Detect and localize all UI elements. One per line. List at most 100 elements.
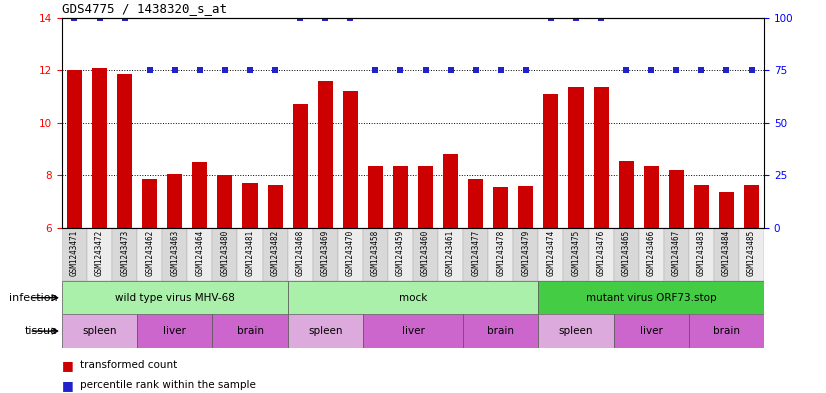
- Text: brain: brain: [713, 326, 740, 336]
- Text: GSM1243460: GSM1243460: [421, 230, 430, 276]
- Text: GSM1243466: GSM1243466: [647, 230, 656, 276]
- Text: GSM1243485: GSM1243485: [747, 230, 756, 276]
- Point: [93, 15, 107, 21]
- Bar: [588, 228, 614, 281]
- Text: mock: mock: [399, 293, 427, 303]
- Text: GSM1243474: GSM1243474: [547, 230, 555, 276]
- Bar: [162, 228, 188, 281]
- Point: [344, 15, 357, 21]
- Text: GSM1243479: GSM1243479: [521, 230, 530, 276]
- Bar: [117, 74, 132, 228]
- Text: GSM1243469: GSM1243469: [320, 230, 330, 276]
- Point: [595, 15, 608, 21]
- Bar: [488, 228, 513, 281]
- Bar: [539, 281, 764, 314]
- Bar: [568, 87, 583, 228]
- Bar: [468, 179, 483, 228]
- Bar: [62, 281, 287, 314]
- Bar: [137, 228, 162, 281]
- Text: GSM1243482: GSM1243482: [271, 230, 279, 276]
- Text: spleen: spleen: [83, 326, 116, 336]
- Text: wild type virus MHV-68: wild type virus MHV-68: [115, 293, 235, 303]
- Point: [68, 15, 81, 21]
- Bar: [643, 166, 659, 228]
- Text: ■: ■: [62, 359, 74, 372]
- Bar: [368, 166, 383, 228]
- Bar: [443, 154, 458, 228]
- Text: GSM1243473: GSM1243473: [120, 230, 129, 276]
- Bar: [418, 166, 433, 228]
- Point: [193, 67, 206, 73]
- Text: GSM1243478: GSM1243478: [496, 230, 506, 276]
- Bar: [363, 314, 463, 348]
- Point: [494, 67, 507, 73]
- Bar: [62, 228, 87, 281]
- Bar: [238, 228, 263, 281]
- Point: [569, 15, 582, 21]
- Bar: [519, 186, 534, 228]
- Bar: [388, 228, 413, 281]
- Point: [169, 67, 182, 73]
- Bar: [614, 314, 689, 348]
- Bar: [212, 314, 287, 348]
- Bar: [318, 81, 333, 228]
- Text: GDS4775 / 1438320_s_at: GDS4775 / 1438320_s_at: [62, 2, 227, 15]
- Text: GSM1243476: GSM1243476: [596, 230, 605, 276]
- Bar: [192, 162, 207, 228]
- Bar: [263, 228, 287, 281]
- Bar: [714, 228, 739, 281]
- Bar: [694, 185, 709, 228]
- Bar: [142, 179, 157, 228]
- Bar: [287, 314, 363, 348]
- Text: GSM1243481: GSM1243481: [245, 230, 254, 276]
- Point: [244, 67, 257, 73]
- Bar: [438, 228, 463, 281]
- Text: liver: liver: [401, 326, 425, 336]
- Bar: [92, 68, 107, 228]
- Point: [118, 15, 131, 21]
- Text: GSM1243477: GSM1243477: [471, 230, 480, 276]
- Text: GSM1243484: GSM1243484: [722, 230, 731, 276]
- Point: [644, 67, 657, 73]
- Bar: [594, 87, 609, 228]
- Text: infection: infection: [9, 293, 58, 303]
- Text: GSM1243462: GSM1243462: [145, 230, 154, 276]
- Bar: [744, 185, 759, 228]
- Text: liver: liver: [640, 326, 662, 336]
- Text: GSM1243461: GSM1243461: [446, 230, 455, 276]
- Text: tissue: tissue: [25, 326, 58, 336]
- Point: [745, 67, 758, 73]
- Bar: [243, 183, 258, 228]
- Bar: [689, 228, 714, 281]
- Text: GSM1243468: GSM1243468: [296, 230, 305, 276]
- Bar: [669, 170, 684, 228]
- Bar: [513, 228, 539, 281]
- Text: GSM1243471: GSM1243471: [70, 230, 79, 276]
- Text: GSM1243480: GSM1243480: [221, 230, 230, 276]
- Bar: [343, 91, 358, 228]
- Bar: [287, 281, 539, 314]
- Bar: [638, 228, 664, 281]
- Text: GSM1243459: GSM1243459: [396, 230, 405, 276]
- Text: liver: liver: [164, 326, 186, 336]
- Bar: [664, 228, 689, 281]
- Bar: [719, 193, 734, 228]
- Bar: [67, 70, 82, 228]
- Bar: [614, 228, 638, 281]
- Text: GSM1243465: GSM1243465: [622, 230, 630, 276]
- Text: ■: ■: [62, 378, 74, 392]
- Bar: [539, 228, 563, 281]
- Bar: [463, 314, 539, 348]
- Text: brain: brain: [487, 326, 515, 336]
- Bar: [167, 174, 183, 228]
- Point: [143, 67, 156, 73]
- Bar: [292, 105, 307, 228]
- Text: GSM1243467: GSM1243467: [672, 230, 681, 276]
- Point: [218, 67, 231, 73]
- Bar: [493, 187, 508, 228]
- Bar: [539, 314, 614, 348]
- Bar: [363, 228, 388, 281]
- Text: percentile rank within the sample: percentile rank within the sample: [80, 380, 256, 390]
- Bar: [287, 228, 313, 281]
- Bar: [393, 166, 408, 228]
